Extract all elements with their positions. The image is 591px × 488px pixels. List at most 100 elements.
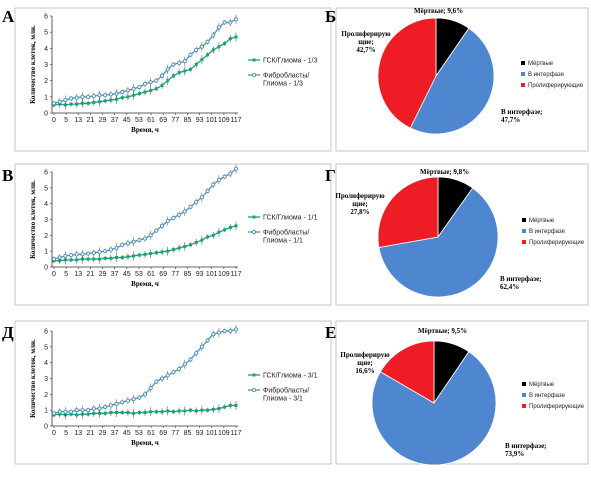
x-tick-label: 13 <box>74 117 82 124</box>
data-point <box>216 177 221 182</box>
data-point <box>132 254 136 258</box>
data-point <box>160 410 164 414</box>
data-point <box>137 92 141 96</box>
data-point <box>86 412 90 416</box>
data-point <box>233 17 239 22</box>
y-tick-label: 6 <box>44 14 48 21</box>
panel-letter: В <box>2 166 13 185</box>
x-axis-title: Время, ч <box>131 126 159 134</box>
x-tick-label: 109 <box>218 430 230 437</box>
data-point <box>142 81 148 86</box>
data-point <box>120 96 124 100</box>
pie-slice-label: В интерфазе; <box>501 108 543 116</box>
data-point <box>80 257 84 261</box>
pie-slice-label: Мёртвые; 9,8% <box>420 168 469 176</box>
y-tick-label: 5 <box>44 185 48 192</box>
x-tick-label: 21 <box>87 117 95 124</box>
y-tick-label: 2 <box>44 233 48 240</box>
data-point <box>217 407 221 411</box>
data-point <box>154 410 158 414</box>
x-tick-label: 29 <box>99 271 107 278</box>
data-point <box>211 182 216 187</box>
x-axis-title: Время, ч <box>131 439 159 447</box>
data-point <box>115 411 119 415</box>
x-tick-label: 45 <box>123 430 131 437</box>
legend-label: Фибробласты/ <box>263 72 309 80</box>
legend-marker <box>252 58 256 62</box>
data-point <box>148 385 153 391</box>
data-point <box>80 408 85 413</box>
data-point <box>166 79 170 83</box>
data-point <box>211 233 215 237</box>
pie-legend-swatch <box>522 382 526 386</box>
legend-label: ГСК/Глиома - 3/1 <box>263 373 318 380</box>
pie-legend-label: Мёртвые <box>528 61 554 67</box>
data-point <box>160 223 165 228</box>
y-tick-label: 2 <box>44 392 48 399</box>
x-tick-label: 69 <box>159 430 167 437</box>
data-point <box>228 225 232 229</box>
y-tick-label: 0 <box>44 265 48 272</box>
x-tick-label: 13 <box>74 430 82 437</box>
y-axis-title: Количество клеток, млн. <box>29 180 37 259</box>
data-point <box>51 101 57 106</box>
y-tick-label: 3 <box>44 217 48 224</box>
data-point <box>120 400 125 405</box>
data-point <box>233 327 239 332</box>
data-point <box>200 238 204 242</box>
data-point <box>97 406 102 411</box>
data-point <box>92 100 96 104</box>
data-point <box>211 332 216 337</box>
pie-legend-label: Пролиферирующие <box>529 240 585 246</box>
x-tick-label: 77 <box>171 271 179 278</box>
data-point <box>222 328 227 334</box>
data-point <box>86 251 91 256</box>
data-point <box>125 241 130 246</box>
data-point <box>165 67 170 72</box>
x-tick-label: 117 <box>230 117 241 124</box>
data-point <box>160 376 165 381</box>
legend-marker <box>252 373 256 377</box>
data-point <box>80 252 85 257</box>
data-point <box>103 99 107 103</box>
data-point <box>132 411 136 415</box>
data-point <box>98 411 101 415</box>
data-point <box>149 88 153 92</box>
data-point <box>188 204 193 209</box>
data-point <box>228 403 232 407</box>
data-point <box>103 411 107 415</box>
pie-slice-label: Мёртвые; 9,5% <box>418 327 467 335</box>
data-point <box>177 60 182 65</box>
chart-panel-Epie: Е Мёртвые; 9,5% В интерфазе;73,9% Пролифери… <box>325 320 589 466</box>
x-tick-label: 117 <box>230 271 241 278</box>
data-point <box>228 171 233 176</box>
data-point <box>86 408 91 413</box>
data-point <box>154 379 159 384</box>
pie-legend-label: Мёртвые <box>529 218 555 224</box>
data-point <box>171 248 175 252</box>
x-tick-label: 101 <box>206 271 218 278</box>
panel-frame <box>14 163 332 306</box>
data-point <box>97 249 102 255</box>
y-tick-label: 2 <box>44 78 48 85</box>
data-point <box>108 92 113 97</box>
y-tick-label: 1 <box>44 249 48 256</box>
data-point <box>86 94 91 99</box>
data-point <box>223 41 227 45</box>
data-point <box>171 62 176 67</box>
data-point <box>234 403 238 407</box>
x-tick-label: 53 <box>135 430 143 437</box>
pie-legend-swatch <box>521 83 525 87</box>
x-tick-label: 21 <box>87 430 95 437</box>
data-point <box>103 256 107 260</box>
data-point <box>183 69 187 73</box>
data-point <box>233 166 239 171</box>
panel-letter: Д <box>2 323 14 342</box>
legend-marker <box>252 215 256 219</box>
data-point <box>125 398 130 403</box>
pie-slice-label: Пролиферирую <box>335 192 385 200</box>
data-point <box>228 328 233 334</box>
x-tick-label: 21 <box>87 271 95 278</box>
x-tick-label: 45 <box>123 117 131 124</box>
